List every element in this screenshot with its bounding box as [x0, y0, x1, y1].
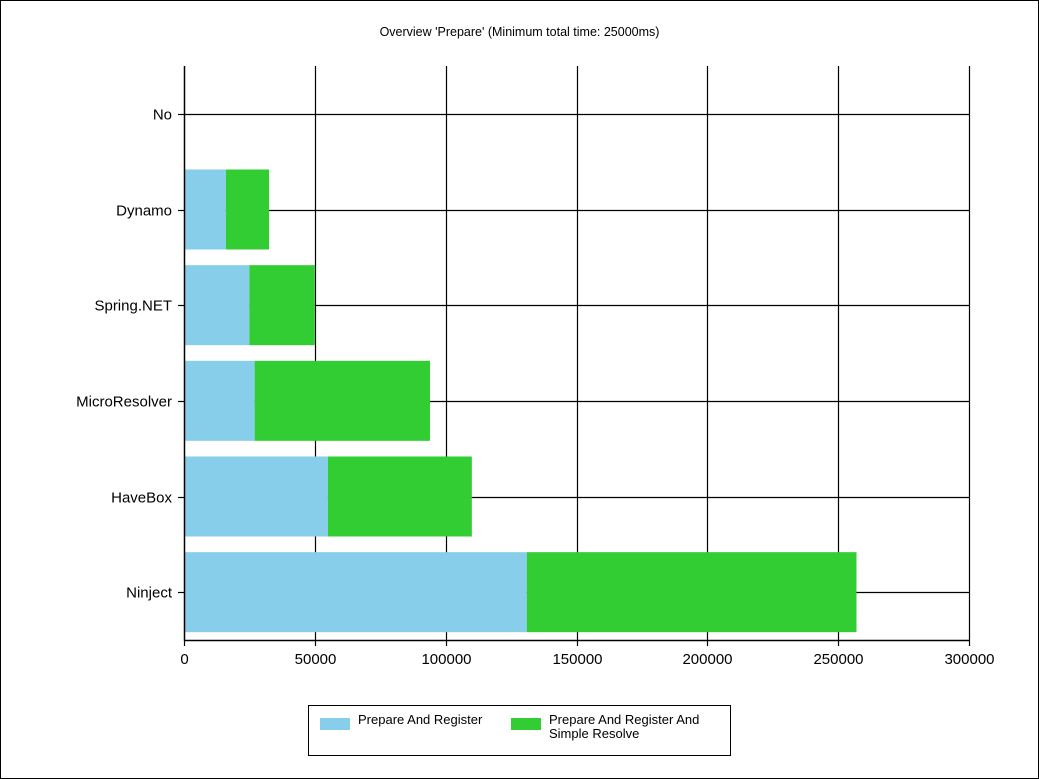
- bar-segment: [327, 456, 472, 537]
- x-tick-label: 250000: [813, 651, 863, 668]
- bar-segment: [184, 552, 527, 633]
- bar-segment: [184, 169, 226, 250]
- bar-segment: [184, 456, 328, 537]
- y-tick-label: MicroResolver: [76, 394, 172, 411]
- y-tick-label: Spring.NET: [94, 298, 172, 315]
- bar-segment: [526, 552, 857, 633]
- bars: [184, 169, 857, 633]
- legend-item-prepare-register: Prepare And Register: [320, 713, 482, 730]
- y-tick-label: No: [153, 107, 172, 124]
- legend-swatch-prepare-register: [320, 718, 350, 730]
- bar-segment: [184, 265, 250, 346]
- legend: Prepare And Register Prepare And Registe…: [308, 705, 731, 756]
- axes: [178, 66, 971, 646]
- legend-item-prepare-register-resolve: Prepare And Register And Simple Resolve: [511, 713, 721, 741]
- x-tick-label: 100000: [421, 651, 471, 668]
- bar-segment: [225, 169, 270, 250]
- legend-swatch-prepare-register-resolve: [511, 718, 541, 730]
- x-tick-label: 0: [180, 651, 188, 668]
- bar-segment: [249, 265, 315, 346]
- bar-segment: [254, 360, 430, 441]
- y-tick-label: HaveBox: [111, 490, 172, 507]
- y-tick-label: Ninject: [126, 585, 173, 602]
- legend-label-prepare-register-resolve: Prepare And Register And Simple Resolve: [549, 712, 700, 741]
- x-tick-label: 300000: [944, 651, 994, 668]
- legend-label-prepare-register: Prepare And Register: [358, 712, 483, 727]
- y-tick-label: Dynamo: [116, 203, 172, 220]
- x-tick-label: 50000: [295, 651, 337, 668]
- chart-title: Overview 'Prepare' (Minimum total time: …: [379, 25, 660, 39]
- x-tick-label: 200000: [682, 651, 732, 668]
- bar-segment: [184, 360, 255, 441]
- x-tick-label: 150000: [552, 651, 602, 668]
- tick-labels: 0 50000 100000 150000 200000 250000 300000 No Dy…: [76, 107, 994, 669]
